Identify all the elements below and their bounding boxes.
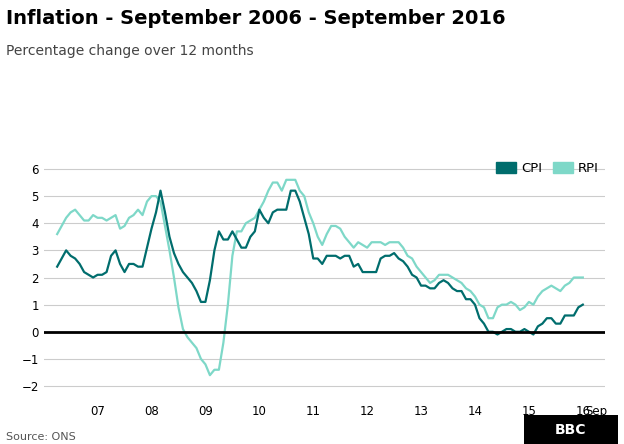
- Legend: CPI, RPI: CPI, RPI: [496, 162, 598, 175]
- Text: BBC: BBC: [555, 423, 587, 436]
- Text: Source: ONS: Source: ONS: [6, 432, 76, 442]
- Text: Inflation - September 2006 - September 2016: Inflation - September 2006 - September 2…: [6, 9, 506, 28]
- Text: Percentage change over 12 months: Percentage change over 12 months: [6, 44, 254, 59]
